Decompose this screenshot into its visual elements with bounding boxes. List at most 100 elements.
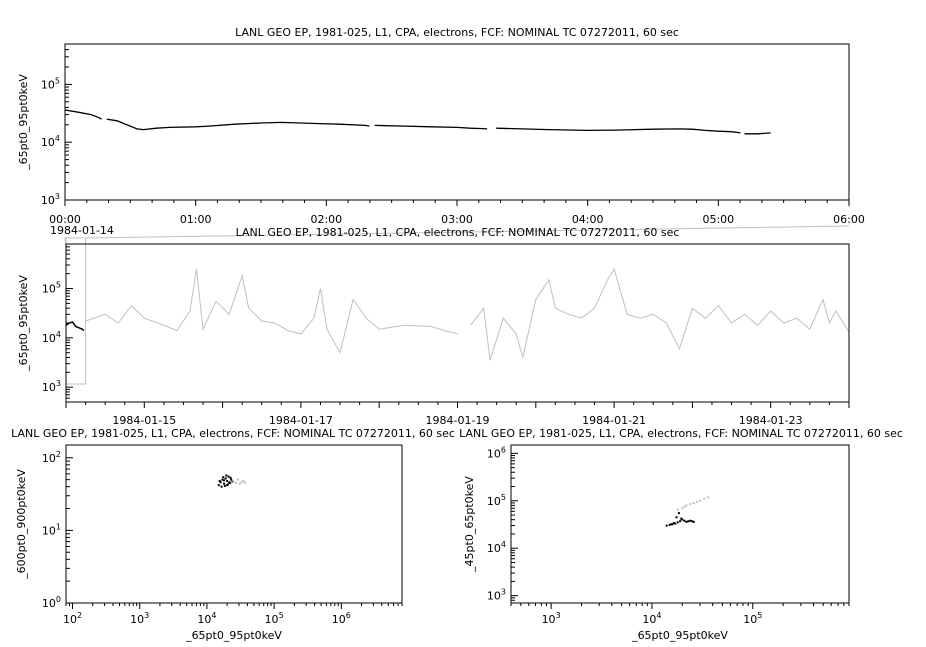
panel-middle-ytick-label-exp: 5 (56, 281, 61, 290)
panel-bottom-right-point (691, 520, 694, 523)
panel-bottom-left-point (238, 482, 241, 485)
panel-bottom-right-frame (510, 444, 850, 604)
panel-bottom-right-point (679, 520, 682, 523)
panel-top-xtick-label: 00:00 (49, 213, 81, 226)
panel-bottom-right-xtick-label-base: 10 (642, 613, 656, 626)
panel-top: LANL GEO EP, 1981-025, L1, CPA, electron… (17, 26, 865, 237)
panel-bottom-left-point (217, 484, 220, 487)
panel-bottom-left-point (229, 476, 232, 479)
panel-bottom-right-ytick-label-base: 10 (487, 542, 501, 555)
panel-top-ytick-label-exp: 4 (55, 134, 60, 143)
panel-top-xtick-label: 02:00 (310, 213, 342, 226)
panel-middle-series-line (85, 268, 458, 355)
panel-bottom-right-xtick-label-base: 10 (542, 613, 556, 626)
panel-bottom-right-point (671, 523, 674, 526)
panel-middle-ytick-label: 104 (42, 330, 61, 345)
panel-top-ytick-label: 104 (41, 134, 60, 149)
panel-top-ytick-label-exp: 3 (55, 192, 60, 201)
panel-top-xtick-label: 01:00 (180, 213, 212, 226)
panel-bottom-left-point (226, 484, 229, 487)
panel-top-series-line (744, 132, 771, 135)
panel-bottom-right-ytick-label-base: 10 (487, 495, 501, 508)
panel-bottom-left-ytick-label: 101 (42, 522, 61, 537)
panel-bottom-right-ytick-label: 106 (487, 445, 506, 460)
panel-bottom-right-point (681, 507, 684, 510)
panel-bottom-right-point (676, 508, 679, 511)
panel-top-xtick-label: 05:00 (702, 213, 734, 226)
panel-top-ytick-label-base: 10 (41, 194, 55, 207)
panel-bottom-right-point (672, 522, 675, 525)
panel-top-series-line (64, 109, 102, 120)
panel-bottom-right-xtick-label: 103 (542, 611, 561, 626)
panel-bottom-left-xtick-label-base: 10 (197, 613, 211, 626)
panel-middle-series-line (470, 267, 850, 361)
panel-bottom-left-frame (65, 444, 403, 604)
panel-bottom-right-point (680, 517, 683, 520)
panel-bottom-left: LANL GEO EP, 1981-025, L1, CPA, electron… (11, 427, 455, 642)
panel-bottom-right-point (670, 523, 673, 526)
panel-bottom-left-xtick-label-exp: 5 (279, 611, 284, 620)
panel-bottom-left-xtick-label-exp: 6 (346, 611, 351, 620)
panel-bottom-left-point (230, 478, 233, 481)
panel-bottom-left-point (226, 479, 229, 482)
panel-middle-title: LANL GEO EP, 1981-025, L1, CPA, electron… (236, 226, 680, 239)
panel-bottom-right-ytick-label-base: 10 (487, 590, 501, 603)
panel-bottom-right-point (675, 516, 678, 519)
panel-bottom-left-xlabel: _65pt0_95pt0keV (185, 629, 282, 642)
panel-bottom-left-ytick-label-exp: 1 (56, 522, 61, 531)
panel-top-ytick-label-exp: 5 (55, 76, 60, 85)
panel-top-series-line (374, 124, 488, 130)
panel-bottom-left-point (224, 477, 227, 480)
panel-bottom-right-point (689, 503, 692, 506)
zoom-focus-box (65, 237, 87, 385)
panel-bottom-right-title: LANL GEO EP, 1981-025, L1, CPA, electron… (459, 427, 903, 440)
panel-bottom-right-point (683, 505, 686, 508)
panel-bottom-right-point (687, 520, 690, 523)
panel-top-ytick-label-base: 10 (41, 136, 55, 149)
panel-middle-ytick-label-base: 10 (42, 332, 56, 345)
panel-bottom-left-ytick-label-exp: 2 (56, 450, 61, 459)
panel-bottom-left-point (236, 478, 239, 481)
panel-bottom-left-xtick-label-base: 10 (63, 613, 77, 626)
panel-bottom-left-point (234, 481, 237, 484)
panel-bottom-left-xtick-label: 104 (197, 611, 216, 626)
panel-bottom-right-ytick-label-exp: 5 (501, 493, 506, 502)
panel-bottom-left-point (220, 485, 223, 488)
panel-bottom-left-xtick-label: 102 (63, 611, 82, 626)
panel-middle-ytick-label-exp: 3 (56, 379, 61, 388)
panel-bottom-left-xtick-label-base: 10 (332, 613, 346, 626)
panel-top-xtick-label: 03:00 (441, 213, 473, 226)
panel-bottom-right-ylabel: _45pt0_65pt0keV (463, 476, 476, 573)
panel-middle-ytick-label-base: 10 (42, 381, 56, 394)
panel-bottom-right-point (692, 520, 695, 523)
panel-bottom-left-point (242, 479, 245, 482)
zoom-connector-right (85, 225, 850, 239)
panel-bottom-left-point (231, 480, 234, 483)
panel-bottom-left-point (228, 481, 231, 484)
panel-bottom-right-point (707, 496, 710, 499)
panel-bottom-right-xtick-label-exp: 3 (556, 611, 561, 620)
panel-bottom-left-point (223, 482, 226, 485)
panel-bottom-left-xtick-label-base: 10 (130, 613, 144, 626)
panel-middle-xtick-label: 1984-01-23 (739, 414, 803, 427)
panel-bottom-right-point (677, 512, 680, 515)
panel-top-ytick-label-base: 10 (41, 78, 55, 91)
panel-bottom-right-point (692, 501, 695, 504)
panel-bottom-right-ytick-label-base: 10 (487, 447, 501, 460)
panel-bottom-left-point (225, 474, 228, 477)
panel-bottom-right-ytick-label-exp: 3 (501, 588, 506, 597)
panel-middle-ytick-label-exp: 4 (56, 330, 61, 339)
panel-bottom-left-point (222, 476, 225, 479)
panel-bottom-right-point (681, 518, 684, 521)
panel-bottom-left-point (240, 481, 243, 484)
panel-bottom-right-point (685, 520, 688, 523)
panel-bottom-left-point (232, 480, 235, 483)
panel-bottom-left-xtick-label-base: 10 (265, 613, 279, 626)
panel-bottom-right-point (699, 499, 702, 502)
panel-bottom-right-point (689, 519, 692, 522)
panel-bottom-left-point (218, 479, 221, 482)
panel-bottom-right-point (685, 504, 688, 507)
panel-bottom-right-xlabel: _65pt0_95pt0keV (631, 629, 728, 642)
panel-bottom-left-point (223, 484, 226, 487)
